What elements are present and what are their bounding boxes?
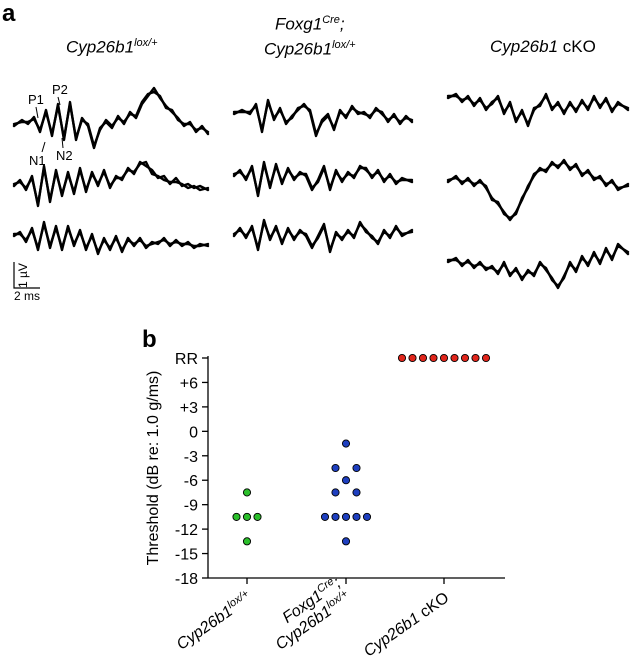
data-point: [471, 353, 480, 363]
y-tick-label: +3: [180, 400, 198, 417]
data-point: [232, 512, 241, 521]
data-point: [460, 353, 470, 363]
genotype-title-2: Foxg1Cre; Cyp26b1lox/+: [264, 14, 356, 59]
genotype-2-prefix-sup: Cre: [322, 14, 340, 26]
y-tick-label: -12: [175, 522, 198, 539]
x-category-label-2: Foxg1Cre;Cyp26b1lox/+: [261, 573, 354, 654]
data-point: [450, 353, 459, 363]
data-point: [429, 353, 438, 363]
data-point: [352, 512, 361, 521]
trace-c1-r2-b: [12, 160, 210, 206]
data-point: [253, 512, 262, 521]
genotype-1-main: Cyp26b1: [66, 37, 135, 57]
genotype-2-sup: lox/+: [332, 38, 356, 51]
trace-c2-r3-b: [232, 220, 414, 252]
data-point: [408, 353, 417, 363]
y-tick-label: -15: [175, 547, 198, 564]
data-point: [418, 353, 428, 363]
scale-time-label: 2 ms: [14, 289, 41, 303]
data-point: [341, 476, 351, 485]
genotype-1-sup: lox/+: [134, 37, 158, 49]
p2-connector: [57, 96, 61, 106]
x-category-label-1: Cyp26b1lox/+: [173, 587, 256, 653]
data-point: [331, 512, 340, 521]
data-point: [352, 463, 361, 473]
y-tick-label: RR: [175, 351, 198, 368]
data-point: [242, 537, 252, 546]
y-tick-label: -18: [175, 571, 198, 588]
data-point: [481, 353, 491, 363]
trace-c2-r2-b: [232, 162, 414, 196]
data-point: [439, 353, 449, 363]
genotype-3-suffix: cKO: [558, 37, 596, 56]
trace-c3-r1-b: [446, 92, 630, 128]
data-point: [352, 488, 361, 497]
n1-connector: [41, 141, 46, 153]
peak-label-p2: P2: [52, 82, 68, 97]
x-category-label-3: Cyp26b1 cKO: [361, 589, 452, 660]
peak-label-n1: N1: [29, 153, 46, 168]
peak-label-n2: N2: [56, 148, 73, 163]
y-tick-label: 0: [189, 424, 198, 441]
data-point: [331, 488, 340, 497]
data-point: [320, 512, 330, 521]
genotype-3-main: Cyp26b1: [490, 37, 559, 56]
data-point: [397, 353, 407, 363]
data-point: [341, 439, 351, 448]
y-tick-label: -6: [184, 473, 198, 490]
genotype-title-3: Cyp26b1 cKO: [490, 37, 596, 57]
data-point: [341, 512, 351, 521]
genotype-2-prefix: Foxg1: [274, 14, 323, 34]
trace-c1-r1-b: [12, 90, 210, 148]
data-point: [341, 537, 351, 546]
scale-bar: [13, 262, 40, 289]
y-tick-label: -9: [184, 498, 198, 515]
trace-c1-r3-b: [12, 222, 210, 254]
n2-connector: [61, 137, 64, 149]
trace-c2-r1-b: [232, 100, 414, 136]
genotype-2-main: Cyp26b1: [264, 39, 333, 59]
abr-traces: [12, 86, 630, 290]
data-point: [362, 512, 372, 521]
data-point: [242, 512, 252, 521]
y-tick-label: +6: [180, 375, 198, 392]
panel-b-letter: b: [142, 326, 157, 353]
y-tick-label: -3: [184, 449, 198, 466]
peak-label-p1: P1: [28, 92, 44, 107]
data-point: [331, 463, 340, 473]
panel-a-letter: a: [2, 0, 16, 27]
y-axis-label: Threshold (dB re: 1.0 g/ms): [145, 371, 162, 566]
genotype-title-1: Cyp26b1lox/+: [66, 37, 158, 58]
p1-connector: [35, 106, 39, 119]
trace-c3-r3-b: [446, 242, 630, 288]
trace-c3-r2-b: [446, 160, 630, 220]
data-point: [242, 488, 252, 497]
